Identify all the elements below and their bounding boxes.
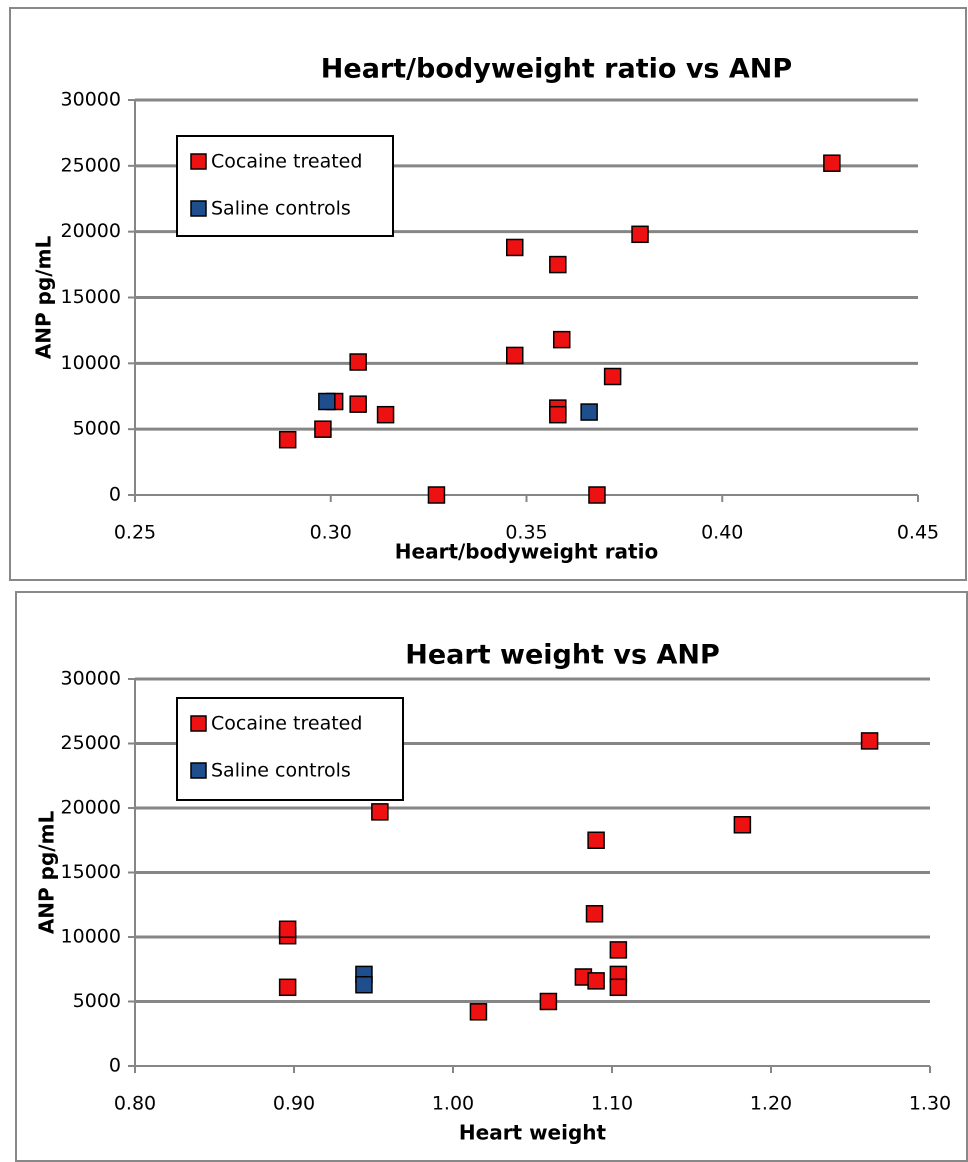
legend-marker xyxy=(190,153,207,170)
y-tick-label: 25000 xyxy=(61,154,121,176)
marker xyxy=(278,430,297,449)
marker xyxy=(371,803,389,821)
chart-title: Heart/bodyweight ratio vs ANP xyxy=(321,54,792,85)
legend-marker xyxy=(190,715,207,732)
legend: Cocaine treated Saline controls xyxy=(176,135,394,237)
marker xyxy=(860,732,879,750)
marker xyxy=(609,978,628,997)
marker xyxy=(588,486,606,504)
marker xyxy=(427,486,446,504)
marker xyxy=(733,816,752,834)
x-tick-label: 1.30 xyxy=(909,1093,951,1115)
marker xyxy=(349,395,367,413)
chart-title: Heart weight vs ANP xyxy=(405,640,719,671)
marker xyxy=(539,992,558,1011)
marker xyxy=(631,225,649,244)
marker xyxy=(587,972,605,990)
x-tick-label: 1.20 xyxy=(750,1093,792,1115)
x-tick-label: 0.45 xyxy=(897,522,939,544)
x-tick-label: 0.80 xyxy=(114,1093,156,1115)
marker xyxy=(587,831,605,849)
y-tick-label: 15000 xyxy=(61,286,121,308)
marker xyxy=(278,920,297,939)
marker xyxy=(376,405,395,424)
marker xyxy=(318,392,336,411)
y-tick-label: 30000 xyxy=(61,668,121,690)
y-axis-label: ANP pg/mL xyxy=(35,811,59,935)
marker xyxy=(355,975,373,994)
y-tick-label: 0 xyxy=(109,484,121,506)
x-tick-label: 0.30 xyxy=(310,522,352,544)
marker xyxy=(609,941,628,959)
chart: 0 5000 10000 15000 20000 25000 30000 0.25 0.30 0.… xyxy=(9,7,967,581)
marker xyxy=(603,367,622,386)
x-tick-label: 1.10 xyxy=(591,1093,633,1115)
y-axis-label: ANP pg/mL xyxy=(32,236,56,360)
y-tick-label: 30000 xyxy=(61,89,121,111)
marker xyxy=(585,905,604,923)
y-tick-label: 5000 xyxy=(73,990,121,1012)
legend-label: Saline controls xyxy=(211,760,351,782)
y-tick-label: 10000 xyxy=(61,352,121,374)
y-tick-label: 15000 xyxy=(61,861,121,883)
y-tick-label: 25000 xyxy=(61,732,121,754)
marker xyxy=(469,1003,488,1021)
legend-marker xyxy=(190,762,207,779)
x-tick-label: 1.00 xyxy=(432,1093,474,1115)
marker xyxy=(552,330,571,349)
marker xyxy=(349,353,367,371)
chart-frame xyxy=(9,7,967,581)
marker xyxy=(278,978,297,997)
y-tick-label: 5000 xyxy=(73,418,121,440)
legend-box xyxy=(176,697,404,801)
x-axis-label: Heart/bodyweight ratio xyxy=(395,540,658,564)
marker xyxy=(549,255,567,274)
y-tick-label: 0 xyxy=(109,1055,121,1077)
marker xyxy=(314,420,332,438)
legend-label: Cocaine treated xyxy=(211,151,362,173)
legend: Cocaine treated Saline controls xyxy=(176,697,404,801)
marker xyxy=(506,346,524,365)
marker xyxy=(823,154,841,172)
y-tick-label: 20000 xyxy=(61,220,121,242)
x-tick-label: 0.25 xyxy=(114,522,156,544)
x-tick-label: 0.90 xyxy=(273,1093,315,1115)
marker xyxy=(506,238,524,257)
x-tick-label: 0.35 xyxy=(505,522,547,544)
marker xyxy=(580,403,598,421)
marker xyxy=(549,405,567,424)
y-tick-label: 20000 xyxy=(61,797,121,819)
y-tick-label: 10000 xyxy=(61,926,121,948)
legend-marker xyxy=(190,200,207,217)
x-axis-label: Heart weight xyxy=(459,1121,607,1145)
chart: 0 5000 10000 15000 20000 25000 30000 0.80 0.90 1.… xyxy=(15,591,968,1162)
legend-label: Saline controls xyxy=(211,198,351,220)
legend-label: Cocaine treated xyxy=(211,713,362,735)
chart-frame xyxy=(15,591,968,1162)
x-tick-label: 0.40 xyxy=(701,522,743,544)
legend-box xyxy=(176,135,394,237)
